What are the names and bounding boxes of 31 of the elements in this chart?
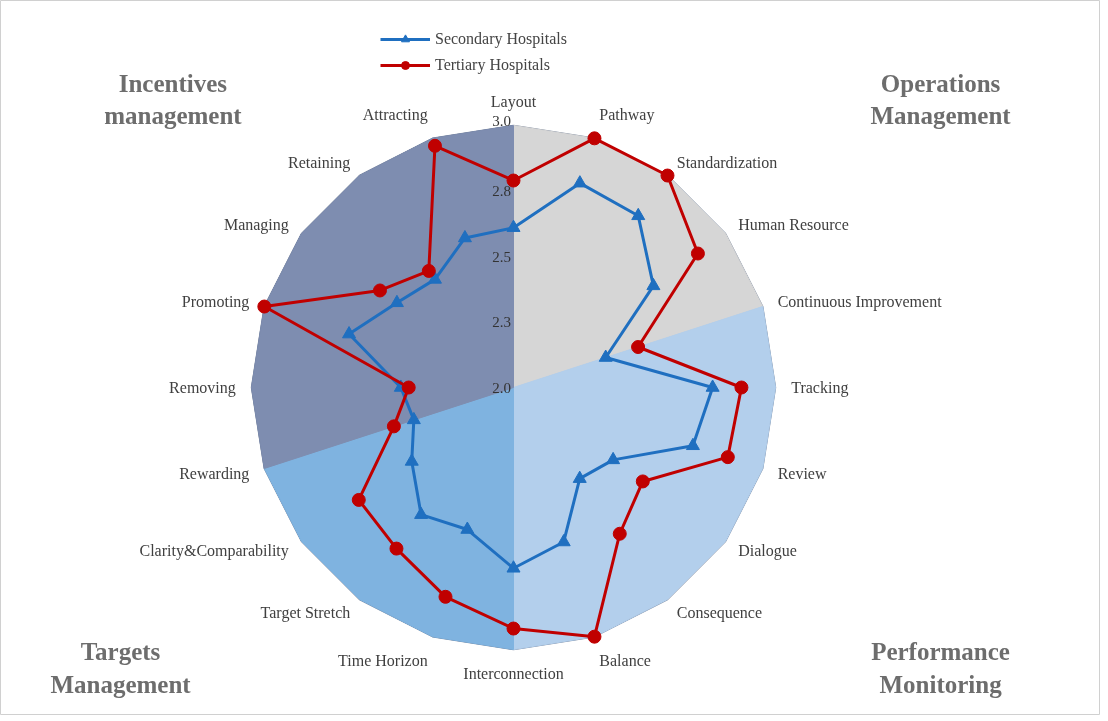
text: Incentives management [104, 69, 243, 129]
y-tick-label: 2.0 [492, 379, 511, 396]
spoke-label: Attracting [362, 106, 428, 125]
spoke-label: Tracking [791, 379, 849, 397]
spoke-label: Review [777, 464, 827, 482]
legend-label: Secondary Hospitals [435, 30, 567, 48]
spoke-label: Human Resource [738, 215, 849, 233]
spoke-label: Balance [599, 651, 651, 669]
spoke-label: Continuous Improvement [777, 293, 943, 312]
spoke-label: Standardization [676, 154, 778, 172]
y-tick-label: 3.0 [492, 112, 511, 129]
text: Operations Management [870, 69, 1012, 129]
y-tick-label: 2.3 [492, 314, 511, 330]
spoke-label: Removing [169, 379, 236, 397]
spoke-label: Clarity&Comparability [139, 542, 289, 561]
spoke-label: Managing [223, 215, 289, 234]
spoke-label: Retaining [288, 154, 351, 173]
y-tick-label: 2.5 [492, 248, 511, 265]
spoke-label: Dialogue [738, 542, 797, 561]
spoke-label: Promoting [181, 293, 250, 312]
legend-label: Tertiary Hospitals [435, 56, 550, 74]
spoke-label: Pathway [599, 106, 655, 125]
text: Performance Monitoring [871, 638, 1010, 698]
spoke-label: Time Horizon [338, 651, 428, 669]
spoke-label: Consequence [676, 603, 763, 622]
spoke-label: Interconnection [463, 665, 564, 683]
text: Targets Management [50, 638, 192, 698]
y-tick-label: 2.8 [492, 183, 511, 199]
spoke-label: Target Stretch [260, 603, 351, 622]
spoke-label: Layout [490, 92, 537, 111]
spoke-label: Rewarding [179, 464, 250, 483]
